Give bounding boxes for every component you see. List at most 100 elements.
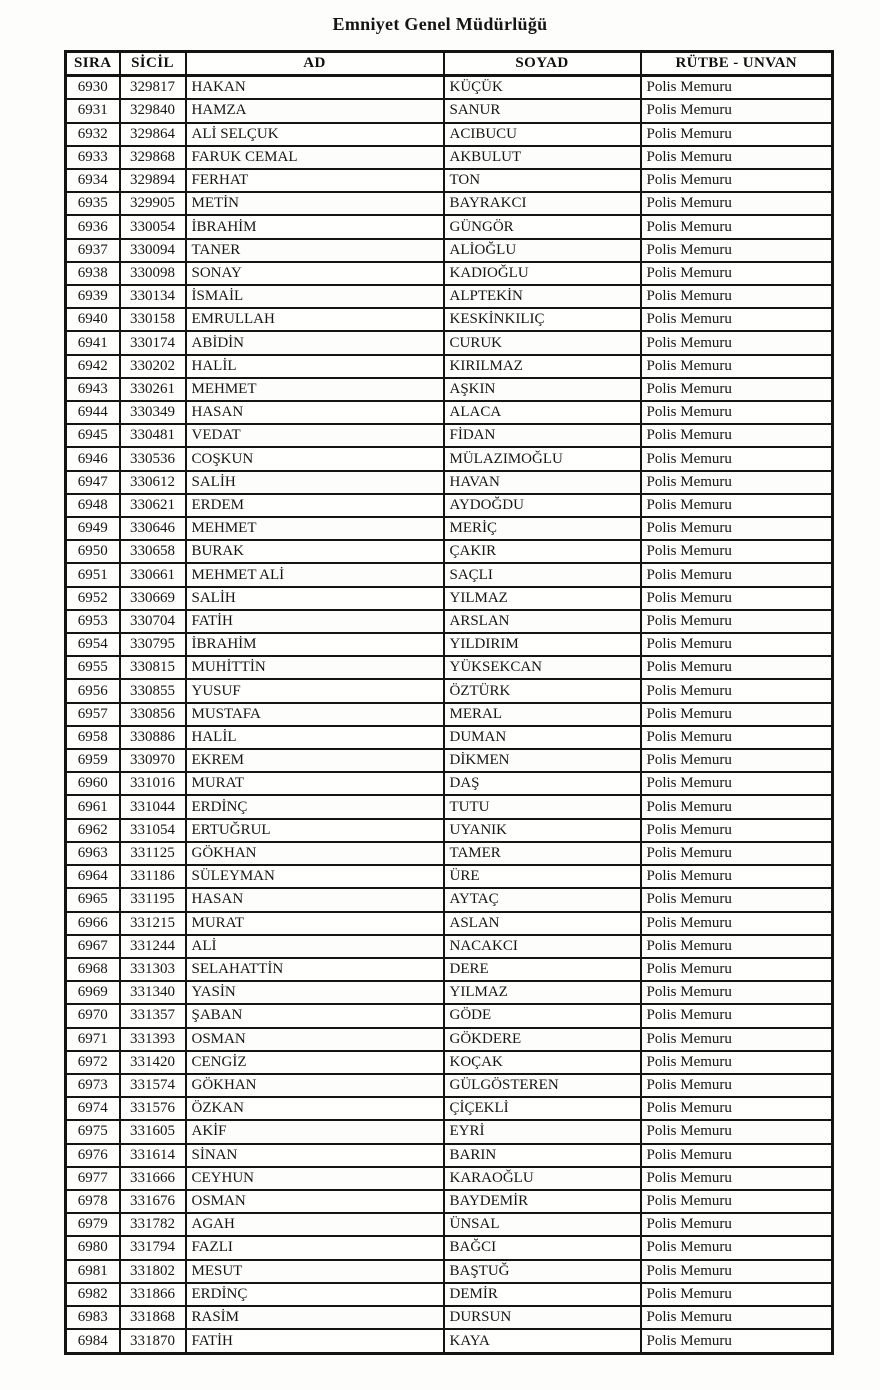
cell-ad: VEDAT — [184, 423, 445, 449]
cell-ad: ERTUĞRUL — [184, 817, 445, 843]
cell-sira: 6958 — [64, 724, 121, 751]
cell-sira: 6952 — [64, 585, 121, 611]
cell-ad: ŞABAN — [184, 1003, 445, 1029]
cell-ad: FARUK CEMAL — [184, 144, 445, 171]
cell-soyad: GÖKDERE — [442, 1026, 642, 1052]
cell-rutbe-unvan: Polis Memuru — [639, 516, 834, 542]
cell-sira: 6959 — [64, 748, 121, 774]
cell-rutbe-unvan: Polis Memuru — [639, 864, 834, 890]
cell-rutbe-unvan: Polis Memuru — [639, 74, 834, 101]
cell-sicil: 330261 — [118, 376, 187, 403]
cell-sicil: 331605 — [118, 1119, 187, 1145]
table-row: 6945 330481 VEDAT FİDAN Polis Memuru — [64, 423, 834, 449]
cell-soyad: GÜNGÖR — [442, 214, 642, 240]
cell-rutbe-unvan: Polis Memuru — [639, 144, 834, 171]
cell-sira: 6983 — [64, 1304, 121, 1331]
cell-rutbe-unvan: Polis Memuru — [639, 771, 834, 797]
cell-sicil: 331676 — [118, 1188, 187, 1215]
cell-sicil: 331125 — [118, 840, 187, 867]
cell-ad: ALİ SELÇUK — [184, 121, 445, 147]
cell-ad: SÜLEYMAN — [184, 864, 445, 890]
table-row: 6935 329905 METİN BAYRAKCI Polis Memuru — [64, 191, 834, 217]
cell-sira: 6935 — [64, 191, 121, 217]
cell-rutbe-unvan: Polis Memuru — [639, 1235, 834, 1261]
column-header-rutbe-unvan: RÜTBE - UNVAN — [639, 50, 834, 77]
cell-sicil: 330054 — [118, 214, 187, 240]
cell-ad: HASAN — [184, 400, 445, 426]
cell-soyad: ÖZTÜRK — [442, 678, 642, 704]
cell-soyad: GÜLGÖSTEREN — [442, 1072, 642, 1099]
cell-sira: 6973 — [64, 1072, 121, 1099]
cell-sira: 6948 — [64, 492, 121, 519]
table-row: 6975 331605 AKİF EYRİ Polis Memuru — [64, 1119, 834, 1145]
cell-sicil: 331044 — [118, 794, 187, 820]
cell-ad: SİNAN — [184, 1142, 445, 1168]
cell-sicil: 331794 — [118, 1235, 187, 1261]
cell-ad: CEYHUN — [184, 1165, 445, 1191]
cell-sira: 6950 — [64, 539, 121, 565]
table-row: 6930 329817 HAKAN KÜÇÜK Polis Memuru — [64, 74, 834, 101]
cell-sicil: 330612 — [118, 469, 187, 495]
cell-soyad: NACAKCI — [442, 933, 642, 959]
cell-sira: 6976 — [64, 1142, 121, 1168]
cell-rutbe-unvan: Polis Memuru — [639, 794, 834, 820]
cell-sicil: 331357 — [118, 1003, 187, 1029]
cell-rutbe-unvan: Polis Memuru — [639, 492, 834, 519]
table-row: 6950 330658 BURAK ÇAKIR Polis Memuru — [64, 539, 834, 565]
cell-soyad: AYDOĞDU — [442, 492, 642, 519]
cell-sicil: 331614 — [118, 1142, 187, 1168]
cell-sira: 6978 — [64, 1188, 121, 1215]
cell-rutbe-unvan: Polis Memuru — [639, 1142, 834, 1168]
cell-rutbe-unvan: Polis Memuru — [639, 608, 834, 635]
table-row: 6956 330855 YUSUF ÖZTÜRK Polis Memuru — [64, 678, 834, 704]
table-row: 6969 331340 YASİN YILMAZ Polis Memuru — [64, 980, 834, 1006]
cell-sira: 6932 — [64, 121, 121, 147]
cell-soyad: YILDIRIM — [442, 632, 642, 658]
cell-sira: 6971 — [64, 1026, 121, 1052]
cell-sicil: 330174 — [118, 330, 187, 356]
cell-ad: RASİM — [184, 1304, 445, 1331]
cell-soyad: TON — [442, 167, 642, 194]
cell-sicil: 330669 — [118, 585, 187, 611]
cell-ad: SONAY — [184, 260, 445, 287]
cell-rutbe-unvan: Polis Memuru — [639, 1096, 834, 1122]
table-row: 6943 330261 MEHMET AŞKIN Polis Memuru — [64, 376, 834, 403]
cell-rutbe-unvan: Polis Memuru — [639, 1049, 834, 1075]
cell-ad: ERDİNÇ — [184, 794, 445, 820]
cell-sicil: 331576 — [118, 1096, 187, 1122]
cell-sira: 6933 — [64, 144, 121, 171]
cell-sicil: 330661 — [118, 562, 187, 588]
cell-ad: METİN — [184, 191, 445, 217]
table-row: 6948 330621 ERDEM AYDOĞDU Polis Memuru — [64, 492, 834, 519]
cell-ad: YUSUF — [184, 678, 445, 704]
table-row: 6973 331574 GÖKHAN GÜLGÖSTEREN Polis Memuru — [64, 1072, 834, 1099]
cell-sicil: 331244 — [118, 933, 187, 959]
cell-rutbe-unvan: Polis Memuru — [639, 562, 834, 588]
cell-ad: HALİL — [184, 724, 445, 751]
cell-ad: FATİH — [184, 1328, 445, 1355]
cell-sicil: 331303 — [118, 956, 187, 983]
cell-sira: 6982 — [64, 1281, 121, 1307]
cell-ad: SELAHATTİN — [184, 956, 445, 983]
cell-sira: 6945 — [64, 423, 121, 449]
table-row: 6936 330054 İBRAHİM GÜNGÖR Polis Memuru — [64, 214, 834, 240]
cell-soyad: EYRİ — [442, 1119, 642, 1145]
cell-sicil: 331870 — [118, 1328, 187, 1355]
cell-sira: 6964 — [64, 864, 121, 890]
cell-rutbe-unvan: Polis Memuru — [639, 1119, 834, 1145]
table-row: 6966 331215 MURAT ASLAN Polis Memuru — [64, 910, 834, 936]
cell-soyad: GÖDE — [442, 1003, 642, 1029]
cell-sira: 6951 — [64, 562, 121, 588]
table-row: 6932 329864 ALİ SELÇUK ACIBUCU Polis Memuru — [64, 121, 834, 147]
table-row: 6955 330815 MUHİTTİN YÜKSEKCAN Polis Memuru — [64, 655, 834, 681]
table-row: 6944 330349 HASAN ALACA Polis Memuru — [64, 400, 834, 426]
cell-soyad: KADIOĞLU — [442, 260, 642, 287]
cell-sira: 6979 — [64, 1212, 121, 1238]
cell-sira: 6949 — [64, 516, 121, 542]
cell-soyad: ÇİÇEKLİ — [442, 1096, 642, 1122]
cell-soyad: DURSUN — [442, 1304, 642, 1331]
cell-soyad: ARSLAN — [442, 608, 642, 635]
cell-sicil: 331215 — [118, 910, 187, 936]
cell-soyad: AKBULUT — [442, 144, 642, 171]
cell-sira: 6974 — [64, 1096, 121, 1122]
